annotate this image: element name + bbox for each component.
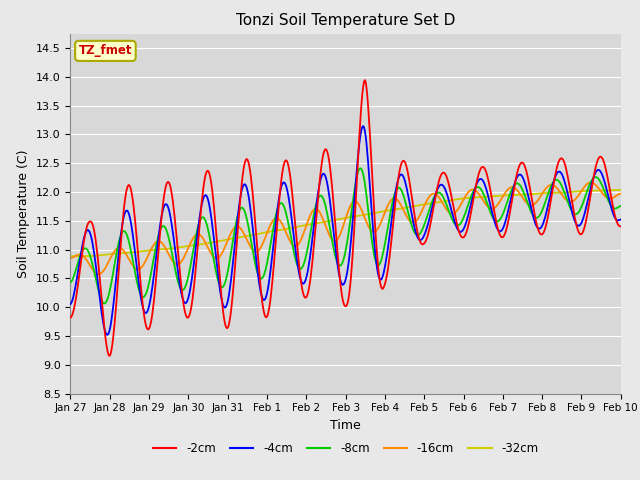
-8cm	[357, 166, 365, 171]
-4cm	[157, 219, 164, 225]
-2cm	[106, 353, 114, 359]
-4cm	[567, 204, 575, 210]
-32cm	[531, 191, 538, 197]
-2cm	[532, 216, 540, 222]
-8cm	[214, 277, 222, 283]
-8cm	[100, 300, 108, 306]
-2cm	[67, 315, 74, 321]
-32cm	[79, 253, 86, 259]
-32cm	[566, 189, 574, 195]
-32cm	[67, 253, 74, 259]
Text: TZ_fmet: TZ_fmet	[79, 44, 132, 58]
-16cm	[214, 255, 222, 261]
-4cm	[532, 221, 540, 227]
-16cm	[617, 191, 625, 196]
-16cm	[531, 201, 538, 207]
-32cm	[214, 239, 222, 244]
-2cm	[567, 191, 575, 197]
-4cm	[360, 123, 367, 129]
Line: -16cm: -16cm	[70, 182, 621, 274]
Legend: -2cm, -4cm, -8cm, -16cm, -32cm: -2cm, -4cm, -8cm, -16cm, -32cm	[148, 437, 543, 460]
-8cm	[247, 237, 255, 243]
Title: Tonzi Soil Temperature Set D: Tonzi Soil Temperature Set D	[236, 13, 455, 28]
-4cm	[104, 332, 111, 338]
-2cm	[361, 77, 369, 83]
-32cm	[83, 253, 91, 259]
Line: -32cm: -32cm	[70, 190, 621, 256]
Y-axis label: Soil Temperature (C): Soil Temperature (C)	[17, 149, 30, 278]
-4cm	[67, 301, 74, 307]
-4cm	[82, 229, 90, 235]
-16cm	[82, 256, 90, 262]
-16cm	[247, 245, 255, 251]
-8cm	[532, 215, 540, 221]
-32cm	[247, 233, 255, 239]
-16cm	[566, 199, 574, 205]
-2cm	[617, 224, 625, 229]
Line: -2cm: -2cm	[70, 80, 621, 356]
-2cm	[247, 174, 255, 180]
-32cm	[617, 187, 625, 193]
-2cm	[157, 224, 164, 230]
-8cm	[67, 279, 74, 285]
-16cm	[67, 255, 74, 261]
Line: -4cm: -4cm	[70, 126, 621, 335]
-8cm	[567, 206, 575, 212]
-8cm	[617, 203, 625, 209]
-2cm	[214, 253, 222, 259]
-8cm	[157, 226, 164, 232]
-16cm	[157, 239, 164, 245]
-2cm	[82, 228, 90, 233]
-16cm	[95, 271, 102, 277]
-8cm	[82, 246, 90, 252]
-32cm	[157, 247, 164, 252]
-4cm	[247, 209, 255, 215]
-16cm	[587, 180, 595, 185]
X-axis label: Time: Time	[330, 419, 361, 432]
-4cm	[617, 216, 625, 222]
Line: -8cm: -8cm	[70, 168, 621, 303]
-4cm	[214, 273, 222, 278]
